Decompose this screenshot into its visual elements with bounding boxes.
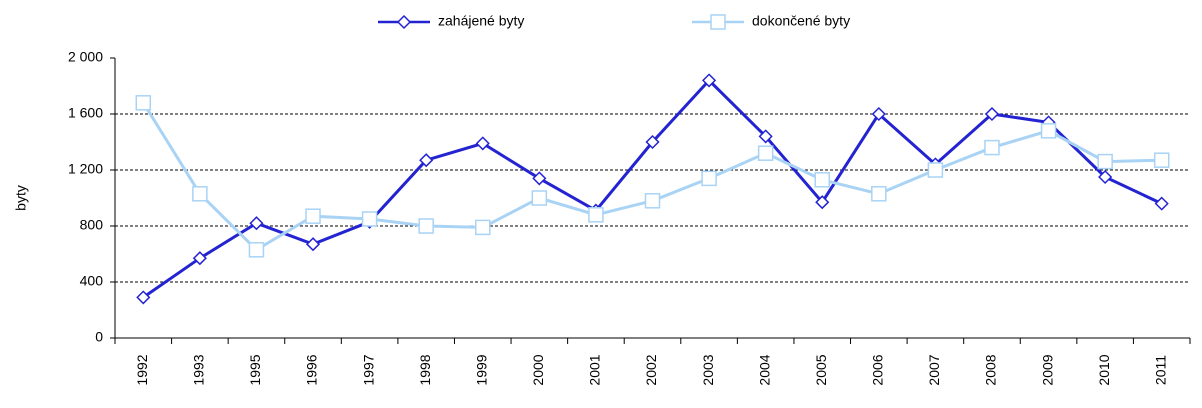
data-point: [1153, 152, 1170, 168]
y-tick-label: 800: [80, 217, 104, 233]
data-point: [984, 139, 1000, 156]
data-point: [871, 186, 887, 202]
data-point: [249, 216, 264, 231]
data-point: [644, 193, 661, 209]
x-tick-label: 2006: [870, 354, 886, 385]
data-point: [248, 242, 265, 258]
data-point: [305, 237, 321, 252]
data-point: [475, 136, 490, 151]
data-point: [418, 218, 434, 234]
x-tick-label: 2000: [530, 354, 546, 385]
y-tick-label: 2 000: [68, 49, 103, 65]
data-point: [758, 129, 773, 144]
y-tick-label: 1 200: [68, 161, 103, 177]
data-point: [757, 145, 774, 161]
y-tick-label: 0: [95, 329, 103, 345]
data-point: [192, 186, 208, 202]
data-point: [419, 153, 434, 168]
data-point: [871, 106, 886, 122]
data-point: [361, 211, 378, 227]
x-tick-label: 2002: [643, 354, 659, 385]
data-point: [815, 195, 830, 210]
data-point: [305, 208, 321, 224]
y-tick-label: 400: [80, 273, 104, 289]
x-tick-label: 2008: [983, 354, 999, 385]
x-tick-label: 2005: [813, 354, 829, 385]
data-point: [1154, 196, 1169, 211]
legend-label: zahájené byty: [438, 13, 524, 29]
data-point: [1040, 123, 1057, 139]
data-point: [927, 162, 944, 178]
x-tick-label: 2011: [1152, 355, 1168, 385]
data-point: [645, 134, 660, 150]
data-point: [475, 219, 491, 236]
data-point: [984, 106, 1000, 122]
data-point: [136, 290, 151, 305]
x-tick-label: 1999: [473, 354, 489, 385]
series-line: [142, 102, 1162, 252]
x-tick-label: 2003: [700, 354, 716, 385]
legend-label: dokončené byty: [752, 13, 850, 29]
x-tick-label: 2009: [1039, 354, 1055, 385]
y-tick-label: 1 600: [68, 105, 103, 121]
data-point: [532, 171, 547, 186]
x-tick-label: 2001: [587, 354, 603, 385]
x-tick-label: 2007: [926, 354, 942, 385]
data-point: [701, 170, 717, 187]
x-tick-label: 1996: [304, 354, 320, 385]
x-tick-label: 2004: [756, 354, 772, 385]
data-point: [1097, 153, 1113, 170]
data-point: [135, 95, 152, 111]
x-tick-label: 1992: [134, 354, 150, 385]
data-point: [531, 190, 548, 206]
x-tick-label: 2010: [1096, 354, 1112, 385]
series-line: [142, 78, 1163, 299]
data-point: [702, 73, 717, 88]
data-point: [588, 207, 604, 223]
x-tick-label: 1993: [191, 354, 207, 385]
legend-marker: [710, 14, 726, 30]
data-point: [814, 172, 830, 188]
data-point: [192, 251, 207, 266]
data-point: [1098, 169, 1113, 185]
x-tick-label: 1997: [360, 354, 376, 385]
x-tick-label: 1998: [417, 354, 433, 385]
y-axis-label: byty: [13, 185, 29, 211]
legend-marker: [396, 14, 412, 30]
x-tick-label: 1995: [247, 354, 263, 385]
